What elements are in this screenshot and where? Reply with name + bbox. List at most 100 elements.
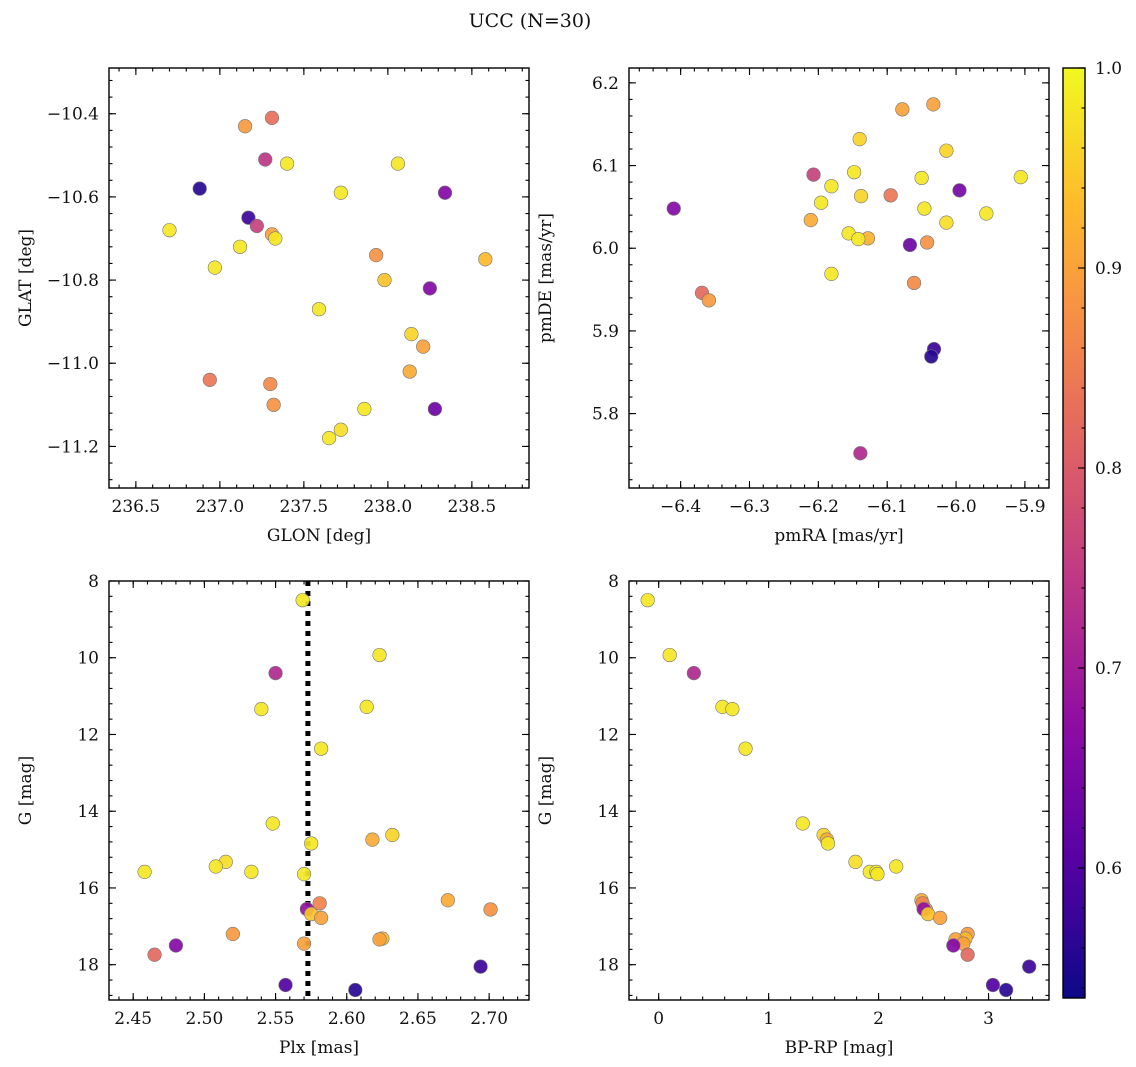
y-tick-label: 6.2: [592, 74, 619, 94]
data-point: [321, 430, 337, 446]
data-point: [895, 102, 910, 117]
data-point: [208, 859, 223, 874]
data-point: [359, 699, 374, 714]
data-point: [440, 893, 455, 908]
axes-frame: [108, 67, 530, 489]
data-point: [853, 189, 869, 204]
x-tick-label: 0: [653, 1009, 664, 1029]
y-tick-label: −10.6: [47, 188, 99, 208]
y-tick-label: 6.0: [592, 239, 619, 259]
y-tick-label: 5.8: [592, 405, 619, 425]
y-tick-label: −11.2: [47, 437, 99, 457]
data-point: [422, 281, 437, 296]
data-point: [279, 156, 295, 171]
data-point: [385, 827, 400, 843]
data-point: [192, 181, 207, 196]
y-tick-label: 16: [597, 879, 619, 899]
data-point: [483, 902, 498, 917]
data-point: [333, 422, 348, 437]
data-point: [852, 132, 867, 147]
data-point: [725, 702, 740, 717]
data-point: [311, 302, 327, 317]
data-point: [162, 223, 177, 238]
y-axis-label: pmDE [mas/yr]: [536, 213, 556, 343]
data-point: [853, 446, 868, 461]
data-point: [404, 327, 419, 342]
data-point: [333, 185, 348, 200]
y-tick-label: 10: [77, 649, 99, 669]
x-axis-label: Plx [mas]: [279, 1038, 359, 1058]
data-point: [806, 167, 821, 182]
data-point: [348, 982, 363, 998]
data-point: [268, 665, 283, 681]
data-point: [960, 947, 975, 962]
data-point: [237, 119, 253, 134]
data-point: [939, 215, 954, 230]
data-point: [254, 702, 269, 717]
data-point: [640, 593, 655, 608]
data-point: [824, 266, 839, 281]
minor-ticks: [109, 580, 529, 1000]
data-point: [147, 947, 162, 962]
data-point: [416, 339, 431, 354]
x-axis-label: GLON [deg]: [267, 526, 371, 546]
colorbar-tick-label: 0.8: [1095, 459, 1122, 479]
data-point: [803, 213, 818, 228]
x-tick-label: 3: [983, 1009, 994, 1029]
data-point: [795, 816, 810, 831]
data-point: [738, 741, 753, 756]
colorbar-frame: [1062, 67, 1086, 999]
data-point: [701, 293, 716, 308]
colorbar-tick-label: 0.9: [1095, 259, 1122, 279]
data-point: [920, 906, 936, 922]
figure-title: UCC (N=30): [469, 10, 592, 32]
data-point: [244, 864, 259, 879]
y-axis-label: G [mag]: [536, 756, 556, 825]
y-tick-label: 14: [597, 802, 619, 822]
y-tick-label: 10: [597, 649, 619, 669]
axes-frame: [628, 580, 1050, 1001]
data-point: [365, 832, 380, 847]
y-tick-label: 12: [597, 725, 619, 745]
x-tick-label: −6.4: [660, 497, 701, 517]
x-tick-label: −6.1: [867, 497, 908, 517]
x-axis-label: BP-RP [mag]: [785, 1038, 894, 1058]
x-tick-label: −6.2: [798, 497, 839, 517]
data-point: [369, 248, 384, 263]
data-point: [946, 938, 961, 953]
data-points: [137, 593, 498, 998]
data-point: [902, 237, 918, 253]
data-point: [372, 932, 387, 947]
data-point: [478, 252, 493, 267]
data-points: [162, 110, 493, 446]
data-point: [985, 977, 1001, 993]
data-point: [906, 275, 922, 291]
data-point: [258, 152, 273, 167]
data-point: [939, 143, 954, 158]
data-point: [263, 376, 278, 392]
data-point: [304, 836, 319, 851]
x-tick-label: 237.5: [280, 497, 329, 517]
data-point: [686, 665, 701, 681]
y-tick-label: 18: [597, 956, 619, 976]
x-tick-label: 2.70: [470, 1009, 508, 1029]
data-point: [820, 836, 836, 851]
data-point: [266, 397, 281, 412]
x-tick-label: 2.65: [399, 1009, 437, 1029]
x-axis-label: pmRA [mas/yr]: [774, 526, 903, 546]
data-point: [168, 938, 184, 953]
x-tick-label: 236.5: [112, 497, 161, 517]
y-axis-label: GLAT [deg]: [16, 229, 36, 327]
y-tick-label: 5.9: [592, 322, 619, 342]
y-tick-label: 14: [77, 802, 99, 822]
x-tick-label: −6.3: [729, 497, 770, 517]
x-tick-label: 238.5: [448, 497, 497, 517]
y-axis-label: G [mag]: [16, 756, 36, 825]
y-tick-label: 16: [77, 879, 99, 899]
data-point: [312, 896, 327, 911]
y-tick-label: −11.0: [47, 354, 99, 374]
data-point: [926, 97, 941, 112]
plx-g-panel: 2.45 2.50 2.55 2.60 2.65 2.70 8 10 12 14 16 18 Plx […: [16, 572, 530, 1058]
